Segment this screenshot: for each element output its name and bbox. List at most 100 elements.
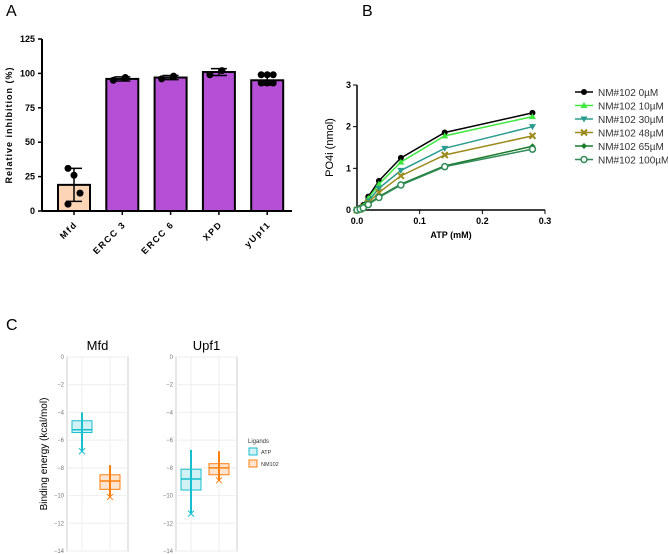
box [99,474,121,490]
bar [201,71,236,212]
marker-open-circle [397,181,405,189]
y-tick-label: −8 [166,466,174,472]
outlier-marker [78,447,86,455]
marker-triangle-down [441,145,449,152]
outlier-marker [215,476,223,484]
marker-triangle [528,113,536,120]
bar [250,79,285,212]
box [208,463,230,476]
data-point [263,71,271,79]
data-point [257,71,265,79]
marker-open-circle [364,200,373,209]
y-axis-title: PO4i (nmol) [324,118,336,177]
x-tick-label: 0.2 [476,216,489,226]
panel-label-c: C [6,317,18,334]
y-tick-label: −8 [57,466,65,472]
data-point [158,75,166,83]
data-point [206,71,214,79]
marker-open-circle [528,145,537,153]
y-tick-label: 100 [20,68,35,78]
y-tick-label: −10 [54,494,65,500]
marker-triangle [397,158,405,165]
legend-label: NM102 [261,462,279,468]
marker-open-circle [375,193,383,202]
facet-panel [175,356,238,552]
y-tick-label: −14 [54,549,65,554]
legend-key [248,447,258,456]
outlier-marker [106,493,114,501]
marker-triangle [580,102,588,108]
marker-circle [397,154,404,161]
x-tick-label: 0.1 [413,216,426,226]
x-tick-label: 0.0 [351,216,364,226]
y-tick-label: −12 [163,521,174,527]
data-point [76,189,84,197]
x-tick-label: Mfd [58,219,80,241]
x-tick-label: XPD [201,219,224,242]
outlier-marker [187,510,195,517]
y-tick-label: −6 [57,438,65,444]
y-tick-label: −2 [57,383,65,389]
legend-label: NM#102 100µM [598,156,668,167]
y-tick-label: −2 [166,383,174,389]
marker-x [528,132,537,140]
x-axis-title: ATP (mM) [430,230,471,240]
y-tick-label: 25 [25,172,35,182]
legend-key [248,459,258,468]
bar [105,77,140,212]
x-tick-label: ERCC 3 [91,219,128,256]
marker-circle [529,109,536,116]
y-axis-title: Binding energy (kcal/mol) [39,398,50,511]
marker-circle [581,89,587,95]
data-point [269,71,277,79]
y-tick-label: 0 [30,206,35,216]
data-point [109,76,117,84]
box [71,420,93,434]
panel-label-b: B [362,3,373,20]
marker-triangle [375,180,383,187]
marker-triangle-down [375,185,383,192]
y-tick-label: 0 [170,355,174,361]
data-point [218,67,226,75]
y-tick-label: 1 [346,163,351,173]
facet-panel [66,356,129,552]
panel-label-a: A [6,3,17,20]
legend-label: ATP [261,450,272,456]
y-tick-label: −4 [166,410,174,416]
y-tick-label: 0 [346,205,351,215]
y-tick-label: 0 [61,355,65,361]
marker-diamond [581,143,587,149]
y-axis-title: Relative inhibition (%) [4,66,14,183]
y-tick-label: 3 [346,80,351,90]
facet-title: Mfd [87,338,109,353]
y-tick-label: −10 [163,494,174,500]
data-point [170,72,178,80]
legend-label: NM#102 65µM [598,142,664,153]
data-point [269,79,277,87]
y-tick-label: −6 [166,438,174,444]
bar [153,76,188,212]
data-point [64,200,72,208]
x-tick-label: ERCC 6 [139,219,176,256]
legend-label: NM#102 0µM [598,88,658,99]
marker-open-circle [359,204,368,212]
x-tick-label: 0.3 [539,216,552,226]
marker-x [397,172,405,180]
marker-triangle-down [528,124,536,131]
x-tick-label: yUpf1 [243,219,273,249]
data-point [257,79,265,87]
marker-x [441,151,449,159]
data-point [263,79,271,87]
data-point [70,171,78,179]
marker-open-circle [440,162,449,171]
marker-triangle-down [397,167,405,174]
data-point [121,74,129,82]
marker-triangle [441,132,449,139]
y-tick-label: 2 [346,122,351,132]
marker-open-circle [580,155,588,164]
legend-label: NM#102 10µM [598,102,664,113]
marker-x [580,128,588,137]
facet-title: Upf1 [193,338,220,353]
